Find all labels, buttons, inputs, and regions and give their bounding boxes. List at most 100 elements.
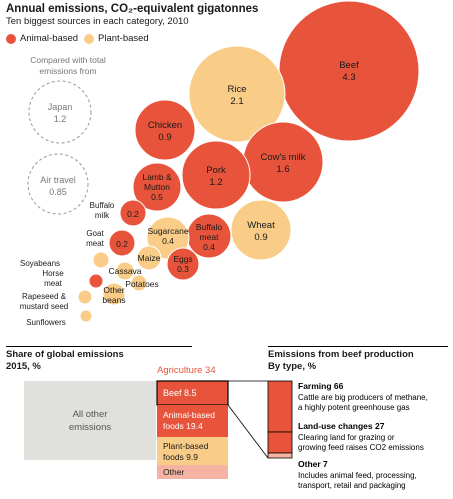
bubble-chicken — [134, 99, 196, 161]
label-animal-line2: foods 19.4 — [163, 421, 203, 431]
beef-other-title: Other 7 — [298, 459, 328, 469]
label-animal-line1: Animal-based — [163, 410, 215, 420]
label-chicken: Chicken — [148, 120, 182, 131]
bubble-lamb-mutton — [132, 162, 182, 212]
label-sugarcane: Sugarcane — [147, 226, 188, 236]
comparison-name-japan: Japan — [48, 102, 73, 112]
comparison-circle-japan — [28, 80, 92, 144]
value-chicken: 0.9 — [158, 132, 171, 143]
bubble-maize — [136, 245, 162, 271]
bubble-wheat — [230, 199, 292, 261]
label-plant-line2: foods 9.9 — [163, 452, 198, 462]
outer-label-buffalo-milk: milk — [95, 211, 110, 220]
label-cassava: Cassava — [108, 266, 141, 276]
value-lamb-mutton: 0.5 — [151, 192, 163, 202]
chart-title: Annual emissions, CO₂-equivalent gigaton… — [6, 3, 259, 15]
beef-segment-other — [267, 452, 293, 459]
comparison-value-air-travel: 0.85 — [49, 187, 67, 197]
beef-title: Emissions from beef production — [268, 349, 414, 360]
agriculture-label: Agriculture 34 — [157, 365, 216, 376]
bar-segment-plant-foods — [157, 437, 228, 465]
value-pork: 1.2 — [209, 177, 222, 188]
beef-farming-line1: Cattle are big producers of methane, — [298, 393, 428, 402]
comparison-circle-air-travel — [27, 153, 89, 215]
bubble-goat-meat — [108, 229, 136, 257]
chart-subtitle: Ten biggest sources in each category, 20… — [6, 16, 189, 27]
legend-label-animal: Animal-based — [20, 33, 79, 44]
bubble-rapeseed-mustard-seed — [77, 289, 93, 305]
beef-other-line2: transport, retail and packaging — [298, 481, 406, 490]
comparison-label-line2: emissions from — [39, 66, 96, 76]
label-buffalo-meat: Buffalo — [196, 222, 223, 232]
outer-label-rapeseed-mustard-seed: mustard seed — [20, 302, 68, 311]
bar-segment-other — [157, 465, 228, 479]
bubble-other-beans — [102, 282, 126, 306]
outer-label-rapeseed-mustard-seed: Rapeseed & — [22, 292, 67, 301]
value-eggs: 0.3 — [177, 264, 189, 274]
outer-label-goat-meat: Goat — [86, 229, 104, 238]
share-subtitle: 2015, % — [6, 361, 41, 372]
comparison-label-line1: Compared with total — [30, 55, 106, 65]
beef-segment-land-use — [267, 431, 293, 454]
label-other: Other — [163, 467, 184, 477]
label-maize: Maize — [138, 253, 161, 263]
label-all-other-line1: All other — [73, 409, 108, 420]
value-buffalo-meat: 0.4 — [203, 242, 215, 252]
value-beef: 4.3 — [342, 72, 355, 83]
comparison-value-japan: 1.2 — [54, 114, 67, 124]
beef-segment-farming — [267, 380, 293, 433]
bar-segment-animal-foods — [157, 405, 228, 437]
bar-segment-beef — [156, 380, 229, 406]
value-cow-s-milk: 1.6 — [276, 164, 289, 175]
value-buffalo-milk: 0.2 — [127, 209, 139, 219]
bar-segment-all-other — [24, 381, 156, 460]
outer-label-buffalo-milk: Buffalo — [90, 201, 115, 210]
beef-land-line1: Clearing land for grazing or — [298, 433, 395, 442]
outer-label-goat-meat: meat — [86, 239, 105, 248]
bubble-potatoes — [130, 274, 148, 292]
bubble-rice — [188, 45, 286, 143]
label-pork: Pork — [206, 165, 226, 176]
value-rice: 2.1 — [230, 96, 243, 107]
value-wheat: 0.9 — [254, 232, 267, 243]
legend-swatch-animal — [6, 33, 16, 44]
label-eggs: Eggs — [173, 254, 192, 264]
bubble-soyabeans — [92, 251, 110, 269]
beef-farming-line2: a highly potent greenhouse gas — [298, 403, 410, 412]
label-other-beans: Other — [103, 285, 124, 295]
outer-label-horse-meat: meat — [44, 279, 63, 288]
legend-item-animal: Animal-based — [6, 33, 78, 44]
bubble-cassava — [115, 261, 135, 281]
label-beef: Beef 8.5 — [163, 388, 197, 398]
label-beef: Beef — [339, 60, 359, 71]
legend-label-plant: Plant-based — [98, 33, 149, 44]
label-lamb-mutton: Lamb & — [142, 172, 172, 182]
bubble-eggs — [166, 247, 200, 281]
share-top-rule — [6, 346, 192, 347]
bubble-sunflowers — [79, 309, 93, 323]
label-wheat: Wheat — [247, 220, 275, 231]
beef-subtitle: By type, % — [268, 361, 317, 372]
beef-other-line1: Includes animal feed, processing, — [298, 471, 417, 480]
value-sugarcane: 0.4 — [162, 236, 174, 246]
label-plant-line1: Plant-based — [163, 441, 209, 451]
beef-top-rule — [268, 346, 448, 347]
label-rice: Rice — [227, 84, 246, 95]
label-other-beans: beans — [102, 295, 125, 305]
share-title: Share of global emissions — [6, 349, 124, 360]
beef-farming-title: Farming 66 — [298, 381, 344, 391]
outer-label-sunflowers: Sunflowers — [26, 318, 66, 327]
outer-label-horse-meat: Horse — [42, 269, 64, 278]
outer-label-soyabeans: Soyabeans — [20, 259, 60, 268]
bubble-chart: Compared with total emissions from Japan… — [20, 0, 420, 327]
value-goat-meat: 0.2 — [116, 239, 128, 249]
beef-land-title: Land-use changes 27 — [298, 421, 385, 431]
label-cow-s-milk: Cow's milk — [260, 152, 305, 163]
beef-land-line2: growing feed raises CO2 emissions — [298, 443, 424, 452]
bubble-buffalo-milk — [119, 199, 147, 227]
label-buffalo-meat: meat — [200, 232, 220, 242]
label-potatoes: Potatoes — [125, 279, 159, 289]
legend-item-plant: Plant-based — [84, 33, 149, 44]
